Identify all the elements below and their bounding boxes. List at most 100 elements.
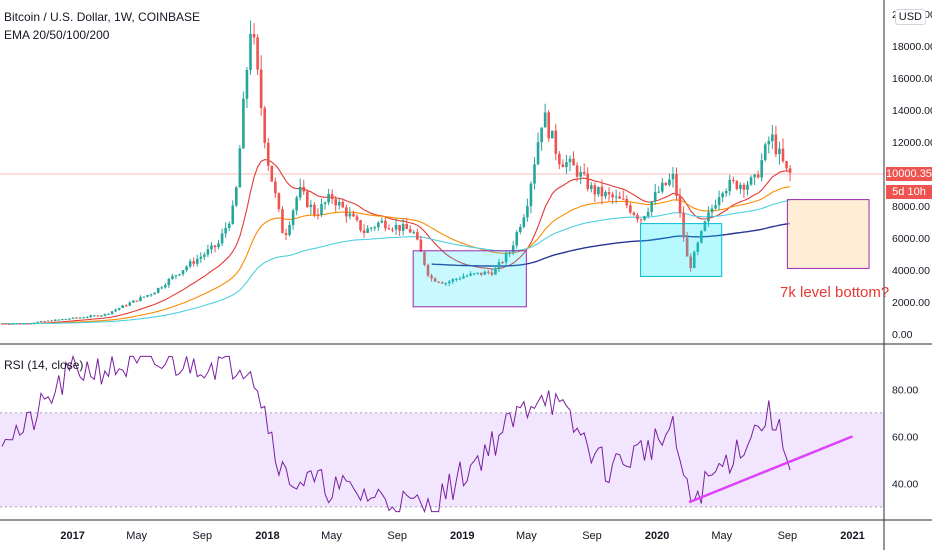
candle-body (703, 221, 707, 231)
candle-body (522, 217, 526, 227)
candle-body (767, 141, 771, 145)
candle-body (710, 208, 714, 213)
candle-body (401, 223, 405, 231)
candle-body (320, 204, 323, 216)
rsi-tick-label: 60.00 (892, 431, 918, 443)
candle-body (227, 223, 231, 228)
candle-body (302, 186, 306, 192)
x-tick-label: 2017 (60, 530, 84, 542)
candle-body (398, 224, 401, 231)
rsi-legend: RSI (14, close) (4, 358, 84, 372)
candle-body (533, 164, 536, 184)
candle-body (355, 216, 359, 221)
x-tick-label: Sep (582, 530, 602, 542)
candle-body (653, 191, 657, 202)
candle-body (724, 190, 728, 194)
candle-body (171, 276, 174, 279)
candle-body (142, 296, 146, 298)
candle-body (341, 201, 345, 208)
candle-body (93, 315, 96, 317)
candle-body (348, 213, 352, 217)
candle-body (7, 323, 11, 325)
candle-body (217, 243, 220, 248)
x-tick-label: Sep (193, 530, 213, 542)
candle-body (64, 319, 68, 321)
candle-body (661, 182, 664, 192)
candle-body (554, 130, 558, 154)
candle-body (636, 214, 639, 220)
x-tick-label: 2021 (840, 530, 864, 542)
candle-body (309, 204, 313, 208)
candle-body (529, 183, 533, 207)
candle-body (298, 186, 302, 198)
y-tick-label: 2000.00 (892, 297, 930, 309)
candle-body (4, 323, 7, 325)
annotation-boxes[interactable] (412, 199, 870, 308)
x-tick-label: May (516, 530, 537, 542)
candle-body (746, 184, 749, 190)
candle-body (18, 323, 22, 325)
candle-body (412, 232, 416, 234)
candle-body (352, 213, 355, 217)
y-tick-label: 12000.00 (892, 137, 932, 149)
candle-body (146, 295, 149, 297)
candle-body (440, 282, 444, 284)
candle-body (192, 261, 195, 264)
candle-body (526, 206, 529, 218)
candle-body (128, 302, 132, 306)
candle-body (337, 201, 341, 206)
candle-body (582, 172, 586, 174)
candle-body (164, 285, 167, 288)
candlestick-series (0, 20, 792, 325)
candle-body (465, 275, 469, 277)
y-tick-label: 6000.00 (892, 233, 930, 245)
y-tick-label: 14000.00 (892, 105, 932, 117)
symbol-title: Bitcoin / U.S. Dollar, 1W, COINBASE (4, 10, 201, 24)
currency-button[interactable]: USD (894, 9, 926, 25)
candle-body (760, 159, 763, 178)
candle-body (721, 193, 724, 198)
candle-body (433, 278, 437, 282)
candle-body (487, 271, 490, 273)
candle-body (728, 179, 732, 191)
candle-body (263, 107, 266, 143)
annotation-box-1[interactable] (412, 250, 527, 308)
candle-body (107, 313, 110, 315)
candle-body (373, 227, 377, 229)
x-tick-label: May (711, 530, 732, 542)
candle-body (444, 283, 448, 285)
candle-body (288, 224, 291, 235)
candle-body (274, 181, 277, 194)
candle-body (39, 321, 43, 323)
candle-body (621, 198, 625, 200)
candle-body (536, 142, 540, 165)
rsi-tick-label: 80.00 (892, 384, 918, 396)
candle-body (366, 228, 369, 233)
annotation-box-2[interactable] (640, 223, 723, 277)
rsi-trendline[interactable] (688, 435, 853, 504)
candle-body (252, 33, 256, 38)
candle-body (430, 275, 433, 279)
candle-body (160, 287, 164, 289)
annotation-box-3[interactable] (786, 199, 870, 269)
candle-body (156, 287, 160, 293)
candle-body (245, 69, 249, 99)
candle-body (739, 184, 742, 189)
candle-body (100, 315, 103, 317)
candle-body (742, 184, 746, 190)
candle-body (11, 323, 14, 325)
candle-body (607, 192, 611, 195)
candle-body (632, 212, 636, 215)
candle-body (614, 196, 618, 198)
candle-body (89, 315, 93, 318)
candle-body (238, 148, 242, 188)
candle-body (504, 253, 508, 263)
candle-body (61, 319, 64, 321)
candle-body (437, 281, 440, 283)
candle-body (117, 308, 121, 310)
candle-body (85, 317, 89, 319)
candle-body (472, 273, 476, 275)
candle-body (511, 245, 515, 253)
candle-body (242, 98, 245, 149)
